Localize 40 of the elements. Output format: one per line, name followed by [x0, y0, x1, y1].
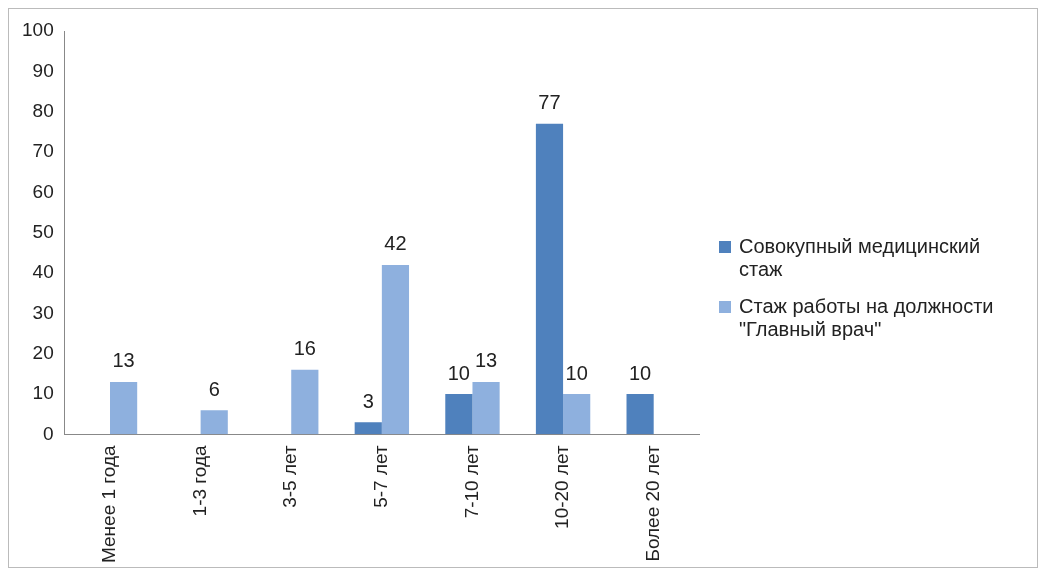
y-tick-label: 90: [32, 59, 54, 81]
y-tick-label: 0: [43, 422, 54, 444]
y-tick-label: 20: [32, 341, 54, 363]
data-label: 10: [628, 361, 652, 384]
y-tick-label: 60: [32, 180, 54, 202]
bar: [626, 393, 654, 434]
bar: [472, 381, 500, 434]
x-tick-label: 5-7 лет: [370, 444, 392, 508]
data-label: 10: [447, 361, 470, 384]
x-tick-label: Менее 1 года: [98, 444, 120, 563]
y-tick-label: 80: [32, 99, 54, 121]
legend-label: Совокупный медицинский стаж: [739, 235, 982, 281]
data-label: 13: [112, 348, 135, 371]
x-tick-label: Более 20 лет: [641, 444, 663, 562]
x-tick-label: 3-5 лет: [279, 444, 301, 508]
data-label: 6: [208, 377, 220, 400]
y-tick-label: 70: [32, 139, 54, 161]
y-tick-label: 100: [22, 18, 54, 40]
data-label: 77: [538, 90, 561, 113]
data-label: 10: [565, 361, 588, 384]
bar: [291, 369, 319, 434]
x-tick-label: 10-20 лет: [551, 444, 573, 529]
bar: [445, 393, 473, 434]
bar: [110, 381, 138, 434]
data-label: 42: [384, 231, 407, 254]
y-tick-label: 40: [32, 260, 54, 282]
bar: [563, 393, 591, 434]
data-label: 3: [362, 389, 374, 412]
x-tick-label: 7-10 лет: [460, 444, 482, 518]
y-tick-label: 30: [32, 301, 54, 323]
x-tick-label: 1-3 года: [188, 444, 210, 516]
bar: [354, 421, 382, 434]
bar: [381, 264, 410, 434]
bar: [535, 123, 564, 434]
data-label: 16: [293, 336, 316, 359]
y-tick-label: 50: [32, 220, 54, 242]
bar: [200, 409, 228, 434]
legend-label: Стаж работы на должности "Главный врач": [739, 295, 995, 341]
data-label: 13: [474, 348, 498, 371]
y-tick-label: 10: [32, 381, 54, 403]
